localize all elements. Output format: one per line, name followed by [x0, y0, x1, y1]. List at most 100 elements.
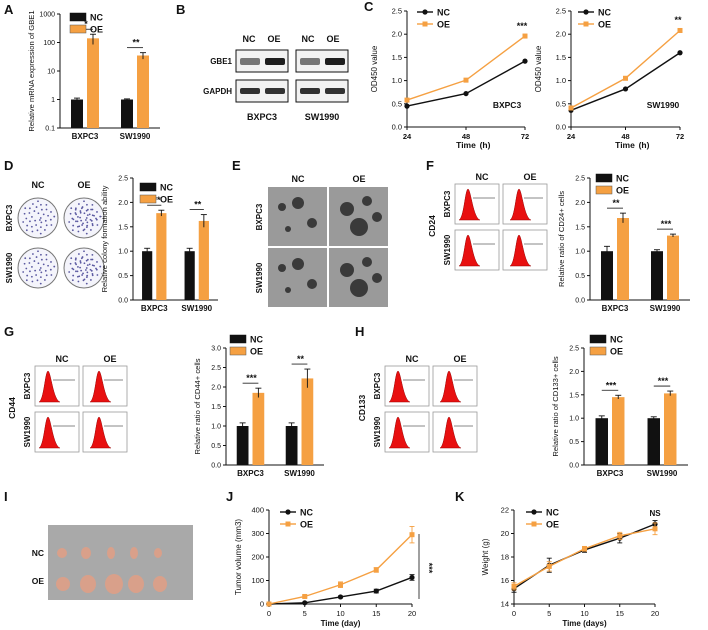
data-point-nc	[404, 103, 410, 109]
colony	[79, 266, 82, 269]
x-axis-unit-c2: (h)	[639, 140, 650, 150]
x-tick-label: BXPC3	[597, 469, 624, 478]
data-point-oe	[568, 105, 574, 111]
colony	[22, 271, 25, 273]
y-tick-label: 0.0	[569, 463, 579, 470]
colony	[86, 214, 89, 216]
flow-marker-label: CD24	[427, 215, 437, 237]
flow-histogram	[439, 370, 462, 403]
colony	[71, 279, 74, 282]
colony	[68, 271, 71, 273]
colony	[81, 274, 84, 276]
y-axis-label: Relative ratio of CD133+ cells	[551, 356, 560, 456]
data-point-nc	[622, 86, 629, 92]
colony	[31, 280, 34, 283]
legend-swatch-oe	[595, 185, 613, 195]
legend-marker-nc	[285, 509, 291, 515]
tumor-nc	[130, 547, 138, 559]
colony	[23, 212, 26, 215]
y-tick-label: 2.5	[556, 7, 566, 16]
colony	[31, 266, 33, 268]
colony	[80, 219, 83, 222]
colony	[26, 224, 29, 227]
tumor-row-oe: OE	[32, 576, 45, 586]
y-tick-label: 2.0	[569, 369, 579, 376]
y-tick-label: 400	[251, 506, 264, 515]
colony	[79, 211, 82, 214]
x-axis-label-c1: Time	[456, 140, 476, 150]
colony	[75, 220, 77, 223]
colony	[79, 210, 82, 212]
flow-row-label: SW1990	[443, 234, 452, 265]
sphere	[372, 212, 382, 222]
flow-marker-label: CD44	[7, 397, 17, 419]
x-tick-label: SW1990	[284, 469, 315, 478]
y-tick-label: 100	[43, 40, 55, 47]
colony	[37, 250, 39, 253]
data-point-oe	[302, 593, 308, 599]
colony	[82, 272, 84, 275]
y-tick-label: 1000	[39, 12, 55, 19]
colony	[76, 225, 79, 228]
y-axis-label: Tumor volume (mm3)	[234, 519, 243, 595]
colony	[91, 258, 94, 261]
colony	[90, 258, 92, 261]
legend-label-nc: NC	[616, 174, 629, 184]
y-axis-label: Relative ratio of CD24+ cells	[557, 191, 566, 287]
blot-band	[325, 58, 345, 65]
bar-nc-bxpc3	[236, 426, 249, 465]
bar-oe-bxpc3	[156, 213, 167, 300]
colony	[37, 212, 40, 215]
chart-c1: 0.0 0.5 1.0 1.5 2.0 2.5 24 48 72 OD450 value	[370, 7, 529, 142]
y-tick-label: 1.0	[118, 249, 128, 256]
sphere	[350, 279, 368, 297]
colony	[28, 212, 31, 214]
y-tick-label: 0.1	[45, 126, 55, 133]
colony	[36, 279, 39, 282]
colony-dish	[17, 247, 59, 289]
colony	[72, 274, 75, 277]
y-tick-label: 300	[251, 529, 264, 538]
colony	[99, 215, 102, 218]
flow-col-nc: NC	[56, 354, 69, 364]
sphere-row-label: BXPC3	[255, 203, 264, 230]
flow-marker-label: CD133	[357, 395, 367, 422]
x-tick-label: SW1990	[647, 469, 678, 478]
colony	[77, 216, 79, 218]
colony	[85, 276, 88, 279]
colony	[43, 279, 46, 281]
series-line-oe	[406, 35, 526, 101]
colony	[86, 221, 89, 224]
colony	[83, 212, 86, 215]
sphere-photo	[268, 248, 327, 307]
sphere	[350, 218, 368, 236]
colony	[74, 258, 77, 261]
legend-d: NC OE	[139, 183, 173, 205]
y-tick-label: 14	[501, 600, 509, 609]
significance-label: **	[297, 354, 305, 364]
bar-oe-bxpc3	[87, 38, 99, 128]
sphere	[362, 196, 372, 206]
bar-nc-bxpc3	[71, 99, 83, 128]
y-tick-label: 0.5	[392, 99, 402, 108]
legend-label-nc: NC	[598, 8, 611, 18]
legend-h: NC OE	[589, 335, 623, 357]
series-line-oe	[513, 528, 656, 587]
colony	[47, 264, 49, 267]
flow-col-oe: OE	[453, 354, 466, 364]
colony	[39, 267, 42, 269]
legend-label-nc: NC	[300, 508, 313, 518]
sphere	[362, 257, 372, 267]
colony	[78, 225, 81, 228]
colony	[44, 219, 47, 222]
colony	[35, 256, 38, 258]
colony-dish	[63, 247, 105, 289]
panel-d-dishes: NC OE BXPC3 SW1990	[5, 180, 105, 289]
chart-j: 0 100 200 300 400 0 5 10 15 20 Tumor volume (mm3) T…	[234, 506, 416, 629]
bar-oe-sw1990	[664, 393, 677, 465]
flow-row-label: SW1990	[23, 416, 32, 447]
colony	[40, 271, 43, 274]
x-tick-label: SW1990	[120, 132, 151, 141]
colony	[68, 221, 71, 223]
legend-g: NC OE	[229, 335, 263, 357]
